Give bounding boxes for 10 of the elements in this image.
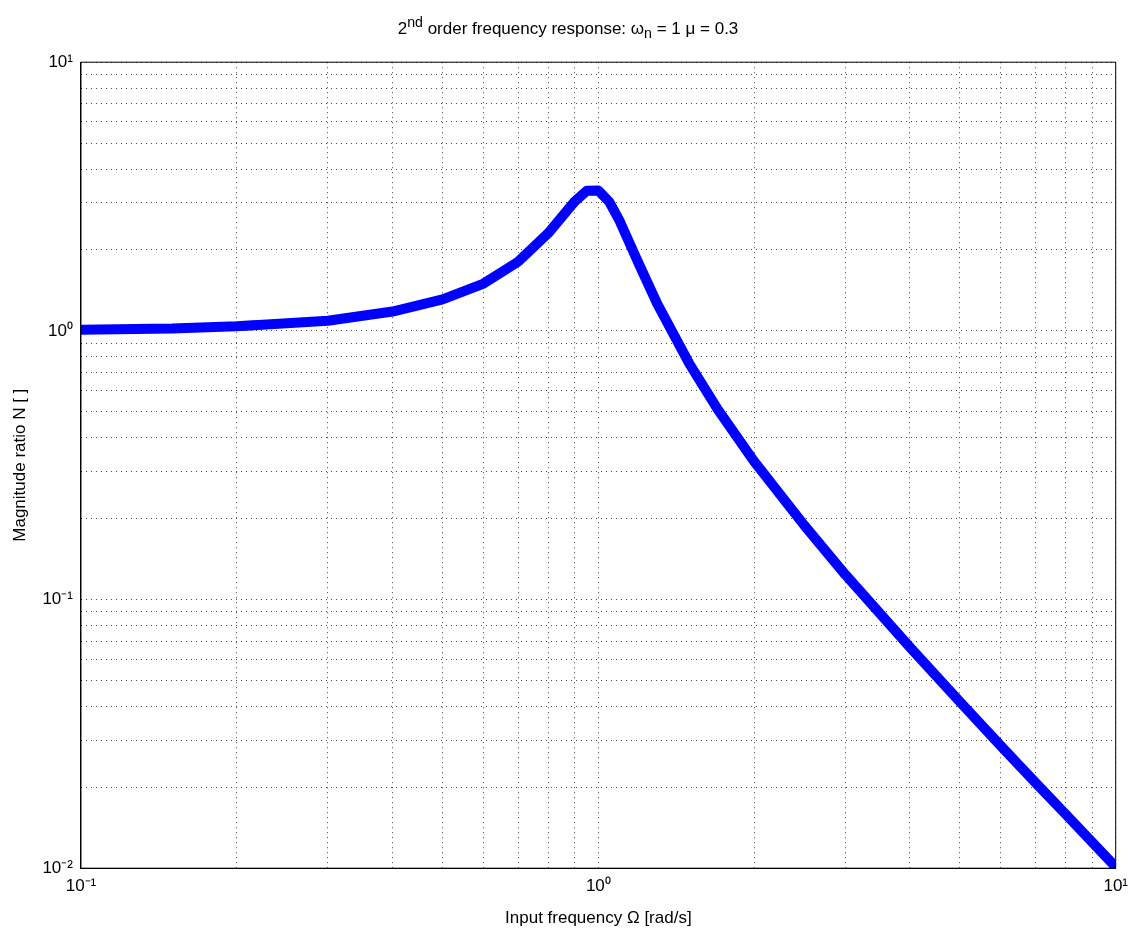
y-tick-label: 10⁻¹ (42, 589, 74, 609)
x-tick-label: 10¹ (1103, 876, 1129, 896)
y-axis-title: Magnitude ratio N [ ] (9, 388, 29, 542)
x-tick-label: 10⁻¹ (65, 876, 97, 896)
x-tick-label: 10⁰ (585, 876, 611, 896)
y-tick-label: 10⁰ (48, 320, 73, 340)
y-tick-label: 10¹ (48, 51, 74, 71)
x-axis-title: Input frequency Ω [rad/s] (505, 908, 692, 928)
chart-title: 2$^{nd}$ order frequency response: ω$_{n}$ = 1 μ = 0.3 (396, 14, 740, 42)
y-tick-label: 10⁻² (42, 857, 74, 877)
